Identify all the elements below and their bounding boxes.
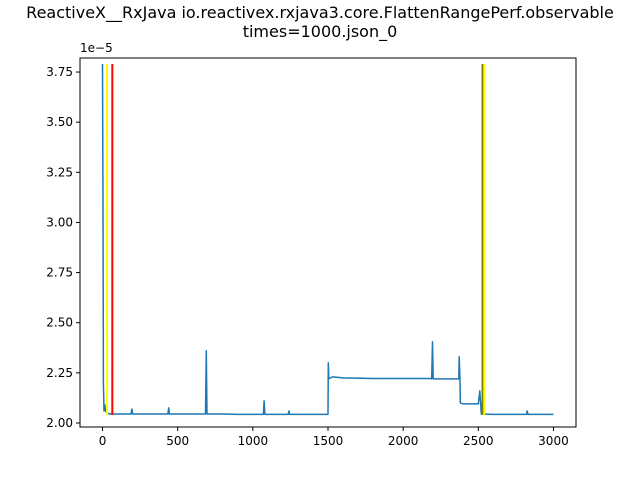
series-line-0	[101, 63, 554, 416]
y-tick-label: 2.75	[46, 266, 73, 280]
vertical-markers	[106, 64, 486, 415]
y-tick-label: 2.25	[46, 366, 73, 380]
x-tick-label: 500	[166, 434, 189, 448]
x-tick-label: 2000	[388, 434, 419, 448]
x-tick-label: 1500	[313, 434, 344, 448]
y-axis: 2.00 2.25 2.50 2.75 3.00 3.25 3.50 3.75	[46, 65, 80, 430]
y-tick-label: 2.50	[46, 316, 73, 330]
chart-title-line-1: ReactiveX__RxJava io.reactivex.rxjava3.c…	[26, 3, 614, 22]
x-tick-label: 3000	[538, 434, 569, 448]
y-tick-label: 2.00	[46, 416, 73, 430]
x-axis: 0 500 1000 1500 2000 2500 3000	[99, 427, 569, 448]
y-tick-label: 3.75	[46, 65, 73, 79]
series-layer	[101, 63, 554, 416]
y-axis-offset-text: 1e−5	[80, 41, 113, 55]
x-tick-label: 1000	[238, 434, 269, 448]
x-tick-label: 2500	[463, 434, 494, 448]
y-tick-label: 3.25	[46, 165, 73, 179]
y-tick-label: 3.00	[46, 215, 73, 229]
chart-title-line-2: times=1000.json_0	[242, 22, 398, 41]
y-tick-label: 3.50	[46, 115, 73, 129]
x-tick-label: 0	[99, 434, 107, 448]
